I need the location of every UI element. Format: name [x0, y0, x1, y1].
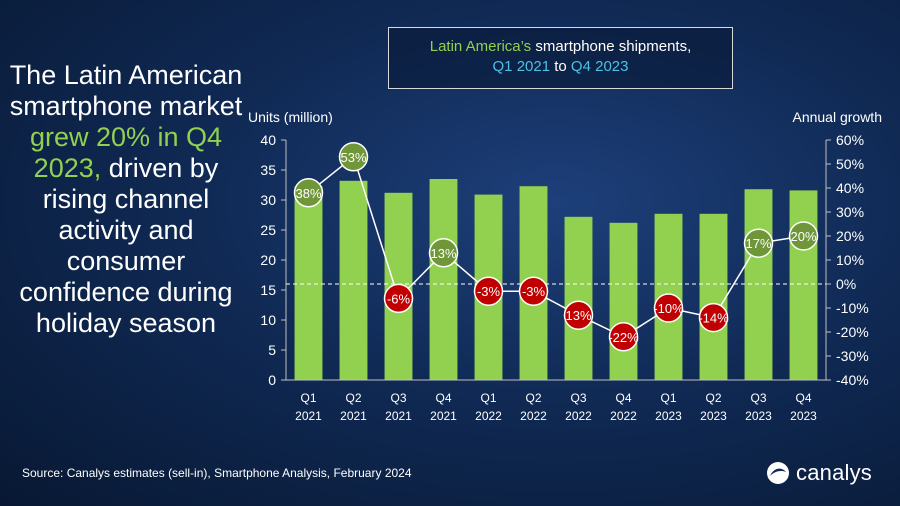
growth-marker-1 — [338, 142, 369, 172]
category-year-11: 2023 — [790, 409, 817, 423]
category-year-7: 2022 — [610, 409, 637, 423]
growth-marker-8 — [653, 293, 684, 323]
right-tick-label-4: 20% — [836, 228, 864, 244]
headline-text-2: driven by rising channel activity and co… — [19, 153, 233, 338]
growth-marker-6 — [563, 300, 594, 330]
headline: The Latin American smartphone market gre… — [8, 60, 244, 339]
category-quarter-9: Q2 — [705, 391, 721, 405]
growth-label-3: 13% — [430, 246, 456, 261]
bar-9 — [699, 213, 728, 380]
growth-label-6: 13% — [565, 308, 591, 323]
bar-0 — [294, 186, 323, 380]
title-text: smartphone shipments, — [531, 38, 692, 55]
category-year-0: 2021 — [295, 409, 322, 423]
left-tick-label-0: 0 — [268, 372, 276, 388]
category-quarter-5: Q2 — [525, 391, 541, 405]
growth-marker-0 — [293, 178, 324, 208]
canalys-logo-icon — [767, 462, 789, 484]
category-year-2: 2021 — [385, 409, 412, 423]
headline-highlight: grew 20% in Q4 2023, — [29, 122, 223, 183]
right-tick-label-1: 50% — [836, 156, 864, 172]
growth-label-11: 20% — [790, 229, 816, 244]
growth-label-0: 38% — [295, 186, 321, 201]
category-quarter-0: Q1 — [300, 391, 316, 405]
growth-label-1: 53% — [340, 150, 366, 165]
right-tick-label-6: 0% — [836, 276, 856, 292]
source-note: Source: Canalys estimates (sell-in), Sma… — [22, 466, 412, 480]
growth-marker-4 — [473, 276, 504, 306]
left-tick-label-8: 40 — [260, 132, 276, 148]
right-tick-label-2: 40% — [836, 180, 864, 196]
title-region: Latin America’s — [429, 38, 532, 55]
growth-marker-11 — [788, 221, 819, 251]
headline-text-1: The Latin American smartphone market — [9, 60, 243, 121]
title-to: to — [550, 58, 571, 75]
category-quarter-1: Q2 — [345, 391, 361, 405]
right-axis-title: Annual growth — [792, 109, 882, 125]
left-axis-title: Units (million) — [248, 109, 333, 125]
category-quarter-11: Q4 — [795, 391, 811, 405]
canalys-logo-text: canalys — [796, 460, 872, 485]
category-year-4: 2022 — [475, 409, 502, 423]
category-quarter-10: Q3 — [750, 391, 766, 405]
category-quarter-6: Q3 — [570, 391, 586, 405]
category-quarter-4: Q1 — [480, 391, 496, 405]
growth-label-2: -6% — [387, 291, 411, 306]
category-year-8: 2023 — [655, 409, 682, 423]
category-year-6: 2022 — [565, 409, 592, 423]
growth-marker-7 — [608, 322, 639, 352]
title-end-period: Q4 2023 — [570, 58, 629, 75]
category-quarter-3: Q4 — [435, 391, 451, 405]
bar-10 — [744, 189, 773, 380]
left-tick-label-7: 35 — [260, 162, 276, 178]
left-tick-label-2: 10 — [260, 312, 276, 328]
growth-marker-9 — [698, 302, 729, 333]
growth-marker-3 — [428, 238, 459, 268]
right-tick-label-8: -20% — [836, 324, 869, 340]
bar-1 — [339, 180, 368, 380]
right-tick-label-9: -30% — [836, 348, 869, 364]
growth-label-8: -10% — [653, 301, 684, 316]
growth-label-5: -3% — [522, 284, 546, 299]
right-tick-label-7: -10% — [836, 300, 869, 316]
left-tick-label-4: 20 — [260, 252, 276, 268]
category-quarter-7: Q4 — [615, 391, 631, 405]
growth-line — [308, 155, 804, 338]
growth-label-10: 17% — [745, 236, 771, 251]
bar-6 — [564, 216, 593, 380]
right-tick-label-3: 30% — [836, 204, 864, 220]
growth-marker-2 — [383, 283, 414, 314]
category-year-5: 2022 — [520, 409, 547, 423]
growth-marker-10 — [743, 228, 774, 258]
canalys-logo: canalys — [766, 459, 872, 487]
category-year-3: 2021 — [430, 409, 457, 423]
category-year-10: 2023 — [745, 409, 772, 423]
category-quarter-2: Q3 — [390, 391, 406, 405]
category-quarter-8: Q1 — [660, 391, 676, 405]
bar-7 — [609, 222, 638, 380]
category-year-1: 2021 — [340, 409, 367, 423]
left-tick-label-3: 15 — [260, 282, 276, 298]
right-tick-label-10: -40% — [836, 372, 869, 388]
bar-3 — [429, 179, 458, 380]
right-tick-label-0: 60% — [836, 132, 864, 148]
left-tick-label-5: 25 — [260, 222, 276, 238]
right-tick-label-5: 10% — [836, 252, 864, 268]
growth-label-4: -3% — [477, 284, 501, 299]
chart-title-box: Latin America’s smartphone shipments, Q1… — [388, 27, 733, 89]
left-tick-label-6: 30 — [260, 192, 276, 208]
bar-11 — [789, 190, 818, 380]
title-start-period: Q1 2021 — [492, 58, 551, 75]
growth-label-7: -22% — [608, 330, 639, 345]
growth-label-9: -14% — [698, 311, 729, 326]
category-year-9: 2023 — [700, 409, 727, 423]
left-tick-label-1: 5 — [268, 342, 276, 358]
growth-marker-5 — [518, 276, 549, 306]
